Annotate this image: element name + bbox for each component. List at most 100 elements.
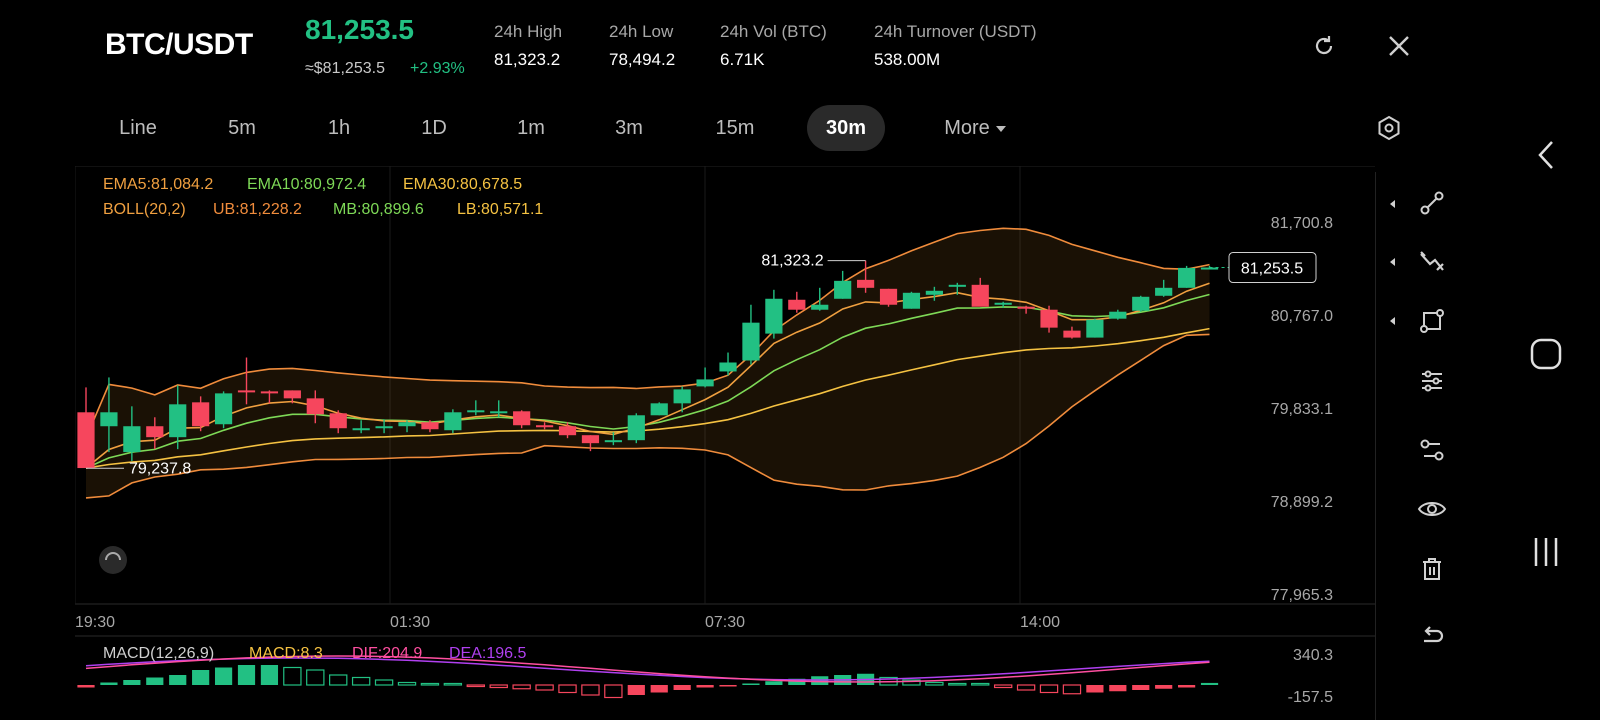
caret-down-icon [995, 125, 1006, 132]
candle-body [627, 415, 645, 441]
crossline-icon[interactable] [1416, 246, 1448, 278]
macd-histogram-bar [260, 665, 279, 685]
candle-body [856, 279, 875, 288]
macd-histogram-bar [1086, 685, 1104, 693]
candle-body [879, 288, 898, 305]
macd-max-label: 340.3 [1293, 647, 1333, 664]
bollinger-lower-line [85, 333, 1210, 499]
macd-histogram-bar [627, 685, 645, 695]
sliders-icon[interactable] [1416, 365, 1448, 397]
tab-30m[interactable]: 30m [807, 105, 885, 151]
close-icon[interactable] [1385, 32, 1413, 60]
candle-body [673, 389, 691, 404]
candle-body [1178, 267, 1196, 288]
drawing-toolbar [1375, 172, 1472, 720]
macd-histogram-bar [351, 676, 371, 686]
current-price-label: 81,253.5 [1241, 261, 1303, 278]
macd-histogram-bar [192, 670, 210, 685]
candle-body [260, 391, 279, 394]
expand-arrow-icon [1390, 200, 1395, 208]
candlestick-chart[interactable]: 19:30 01:30 07:30 14:00 81,700.8 80,767.0 79,8… [75, 166, 1375, 720]
x-tick-label: 19:30 [75, 614, 115, 631]
macd-histogram-bar [1200, 682, 1219, 685]
macd-histogram-bar [397, 681, 417, 686]
candle-body [948, 284, 966, 287]
boll-lb-label: LB:80,571.1 [457, 201, 544, 218]
candle-body [306, 398, 324, 415]
candle-body [558, 426, 577, 436]
candle-body [1132, 296, 1150, 311]
candle-body [283, 390, 301, 399]
macd-histogram-bar [77, 685, 95, 688]
trendline-icon[interactable] [1416, 187, 1448, 219]
tab-5m[interactable]: 5m [228, 117, 256, 139]
dea-line [85, 657, 1210, 681]
candle-body [1017, 306, 1035, 309]
macd-histogram-bar [420, 682, 440, 686]
candle-body [581, 435, 600, 444]
candle-body [513, 411, 531, 426]
candle-body [100, 412, 118, 427]
candle-body [811, 304, 829, 310]
macd-histogram-bar [581, 684, 600, 696]
candle-body [444, 412, 462, 431]
recents-icon[interactable] [1528, 534, 1564, 570]
expand-arrow-icon [1390, 258, 1395, 266]
pair-title[interactable]: BTC/USDT [105, 28, 253, 61]
y-tick-label: 78,899.2 [1271, 494, 1333, 511]
tab-3m[interactable]: 3m [615, 117, 643, 139]
macd-histogram-bar [214, 667, 233, 685]
macd-histogram-bar [512, 684, 531, 690]
trash-icon[interactable] [1416, 553, 1448, 585]
macd-histogram-bar [146, 677, 164, 685]
back-icon[interactable] [1528, 137, 1564, 173]
macd-histogram-bar [696, 685, 714, 688]
macd-histogram-bar [1062, 684, 1082, 695]
tab-more[interactable]: More [930, 105, 1020, 151]
candle-body [329, 413, 347, 429]
candle-body [1063, 330, 1081, 338]
bollinger-upper-line [85, 227, 1210, 439]
macd-histogram-bar [558, 684, 577, 694]
undo-icon[interactable] [1416, 621, 1448, 653]
eye-icon[interactable] [1416, 493, 1448, 525]
candle-body [398, 422, 416, 427]
macd-value-label: MACD:8.3 [249, 645, 323, 662]
y-tick-label: 79,833.1 [1271, 401, 1333, 418]
tab-line[interactable]: Line [119, 117, 157, 139]
candle-body [902, 292, 921, 309]
macd-histogram-bar [489, 684, 508, 689]
macd-histogram-bar [123, 680, 141, 685]
home-icon[interactable] [1528, 336, 1564, 372]
macd-histogram-bar [374, 679, 394, 686]
macd-histogram-bar [1016, 684, 1036, 691]
macd-histogram-bar [993, 684, 1013, 689]
candle-body [971, 284, 989, 307]
chart-area[interactable]: 19:30 01:30 07:30 14:00 81,700.8 80,767.0 79,8… [75, 166, 1470, 720]
macd-histogram-bar [306, 669, 325, 686]
candle-body [650, 403, 668, 416]
ema30-line [85, 327, 1210, 469]
shapes-icon[interactable] [1416, 305, 1448, 337]
x-tick-label: 01:30 [390, 614, 430, 631]
logo-badge-icon [99, 546, 127, 574]
boll-mb-label: MB:80,899.6 [333, 201, 424, 218]
macd-histogram-bar [765, 681, 783, 685]
macd-histogram-bar [283, 666, 302, 686]
candle-body [696, 379, 714, 387]
candle-body [604, 440, 622, 443]
bollinger-band-fill [86, 228, 1210, 498]
tab-1m[interactable]: 1m [517, 117, 545, 139]
tab-1d[interactable]: 1D [421, 117, 447, 139]
candle-body [77, 412, 95, 469]
tab-15m[interactable]: 15m [715, 117, 755, 139]
macd-histogram-bar [169, 675, 187, 685]
candle-body [123, 426, 141, 453]
tab-1h[interactable]: 1h [327, 117, 351, 139]
settings-adjust-icon[interactable] [1416, 434, 1448, 466]
header: BTC/USDT 81,253.5 ≈$81,253.5 +2.93% 24h … [0, 0, 1480, 92]
macd-histogram-bar [443, 682, 463, 686]
candle-body [352, 428, 370, 431]
settings-icon[interactable] [1375, 114, 1403, 142]
refresh-icon[interactable] [1310, 32, 1338, 60]
